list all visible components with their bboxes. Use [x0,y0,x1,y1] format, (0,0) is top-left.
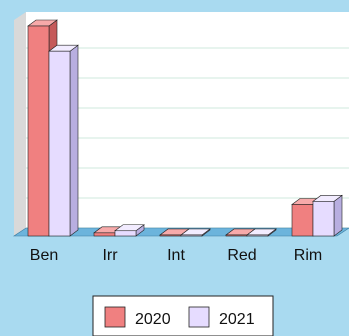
x-tick-label: Red [227,247,256,264]
bar-front [225,234,248,237]
bar-ben-2021 [48,44,79,237]
bar-front [48,50,71,237]
legend-label-2021: 2021 [219,311,255,328]
bar-front [93,232,116,237]
bar-red-2021 [246,228,277,237]
bar-front [159,234,182,237]
bar-irr-2021 [114,224,145,237]
bar-front [180,234,203,237]
bar-int-2021 [180,228,211,237]
x-tick-label: Rim [294,247,322,264]
bar-front [27,25,50,237]
bars [27,19,343,237]
bar-front [114,230,137,237]
x-tick-labels: Ben Irr Int Red Rim [30,247,322,264]
bar-side [333,194,343,237]
x-tick-label: Ben [30,247,58,264]
legend-swatch-2020 [104,306,126,328]
plot-side-wall [14,12,26,236]
legend-swatch-2021 [188,306,210,328]
legend: 2020 2021 [92,295,274,336]
x-tick-label: Int [167,247,185,264]
legend-label-2020: 2020 [135,311,171,328]
bar-front [246,234,269,237]
bar-front [312,201,335,237]
bar-rim-2021 [312,194,343,237]
plot-back-wall [26,12,349,228]
bar-front [291,204,314,237]
bar-side [69,44,79,237]
x-tick-label: Irr [102,247,118,264]
